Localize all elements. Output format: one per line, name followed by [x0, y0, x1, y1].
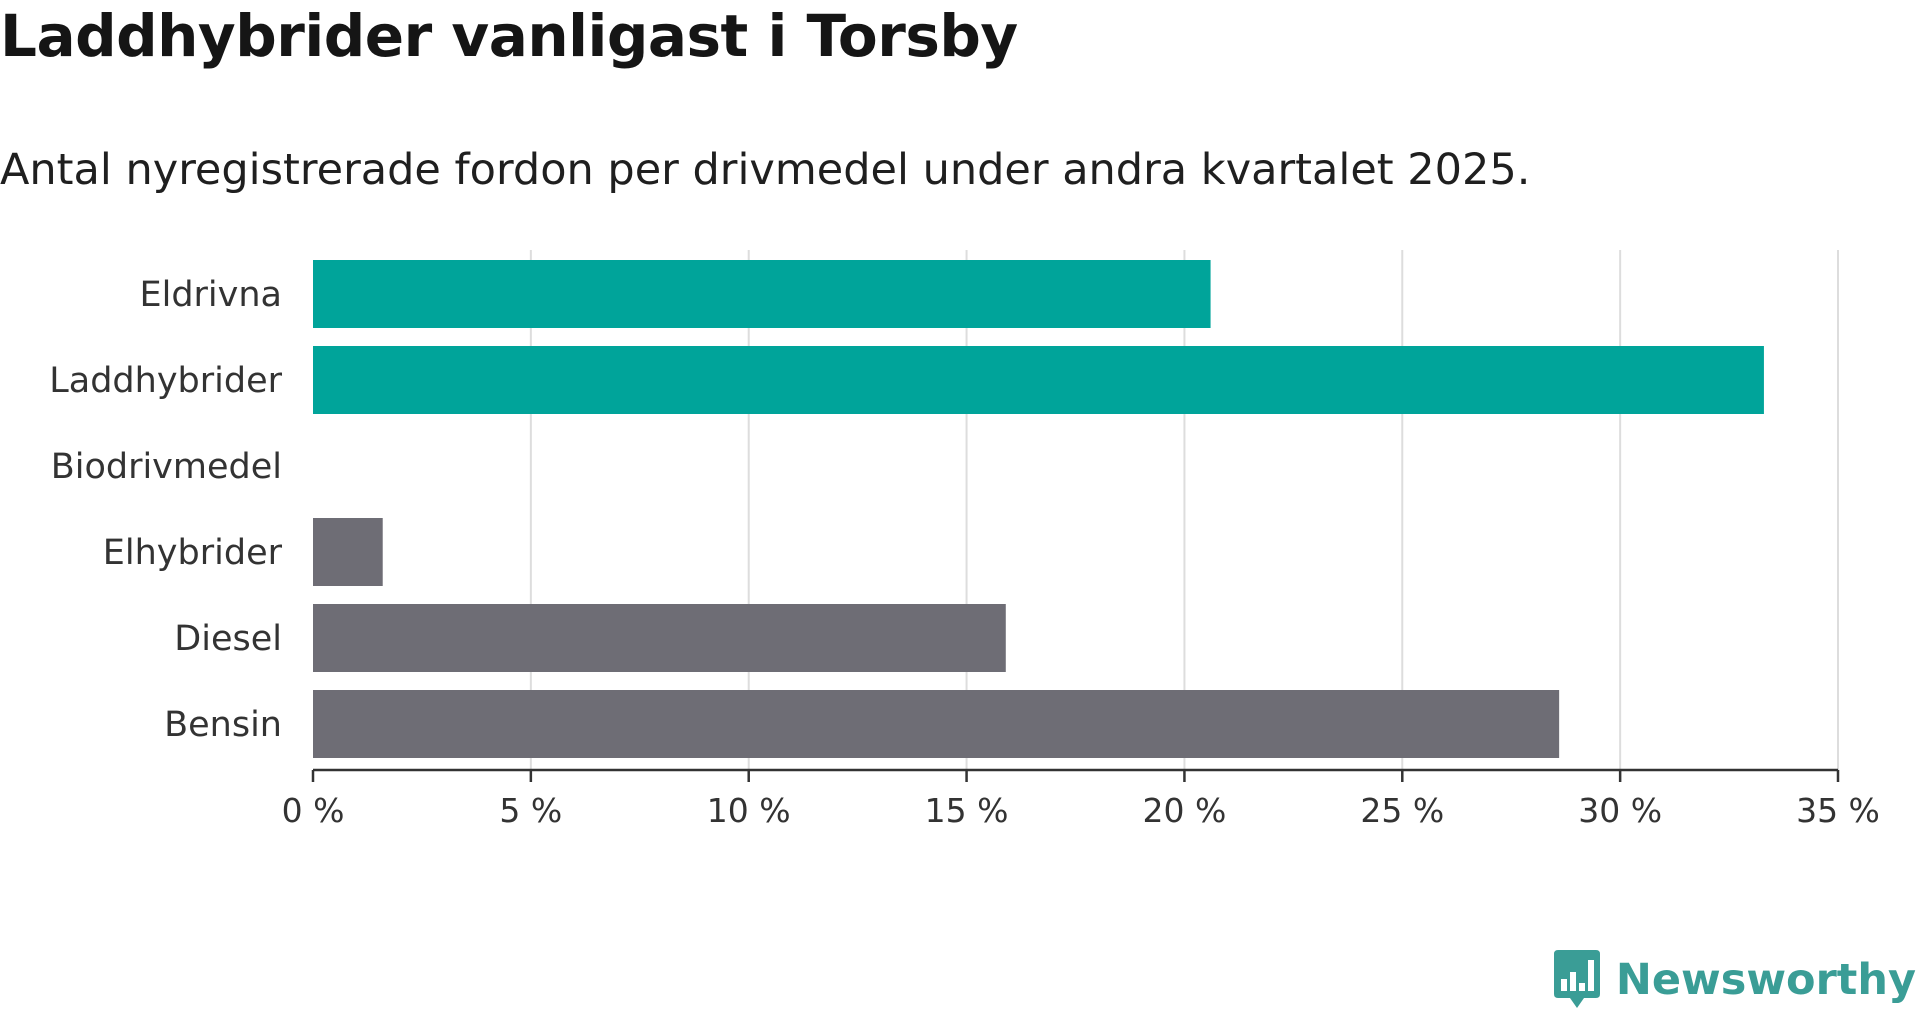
x-tick-label: 20 %: [1143, 791, 1227, 830]
x-tick-label: 15 %: [925, 791, 1009, 830]
brand-logo: Newsworthy: [1552, 950, 1916, 1010]
x-tick-label: 5 %: [499, 791, 562, 830]
x-tick-label: 0 %: [282, 791, 345, 830]
category-label: Eldrivna: [139, 275, 282, 315]
brand-name: Newsworthy: [1615, 955, 1916, 1005]
bar-elhybrider: [313, 518, 383, 586]
bar-bensin: [313, 690, 1560, 758]
x-tick-label: 10 %: [707, 791, 791, 830]
newsworthy-logo-icon: [1553, 950, 1600, 1008]
chart-title: Laddhybrider vanligast i Torsby: [0, 2, 1018, 70]
category-label: Elhybrider: [103, 533, 283, 573]
category-label: Bensin: [164, 705, 282, 745]
bar-diesel: [313, 604, 1006, 672]
x-tick-label: 25 %: [1360, 791, 1444, 830]
bar-chart: Eldrivna Laddhybrider Biodrivmedel Elhybrid…: [49, 250, 1880, 830]
category-label: Biodrivmedel: [51, 447, 282, 487]
chart-subtitle: Antal nyregistrerade fordon per drivmede…: [0, 145, 1531, 195]
category-label: Diesel: [174, 619, 282, 659]
x-tick-label: 30 %: [1578, 791, 1662, 830]
x-tick-label: 35 %: [1796, 791, 1880, 830]
bar-laddhybrider: [313, 346, 1764, 414]
category-label: Laddhybrider: [49, 361, 282, 401]
bar-eldrivna: [313, 260, 1211, 328]
